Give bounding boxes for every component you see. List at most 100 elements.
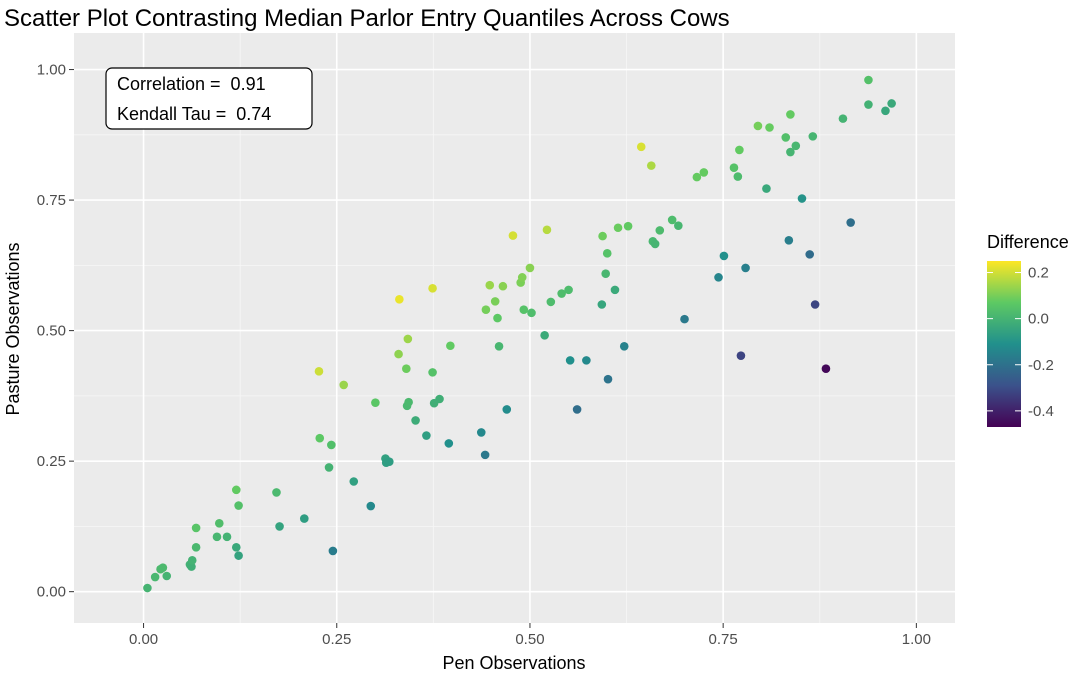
data-point [791, 141, 801, 151]
data-point [565, 356, 575, 365]
stats-annotation: Correlation = 0.91 Kendall Tau = 0.74 [105, 67, 313, 130]
data-point [846, 218, 855, 227]
y-tick-label: 0.75 [37, 192, 66, 209]
y-tick-label: 1.00 [37, 62, 66, 79]
data-point [187, 556, 197, 565]
y-tick-label: 0.25 [37, 453, 66, 470]
data-point [162, 571, 172, 581]
data-point [674, 221, 683, 230]
data-point [403, 334, 413, 344]
legend-tick-label: -0.2 [1028, 357, 1054, 374]
data-point [222, 532, 232, 542]
data-point [498, 281, 508, 291]
data-point [557, 289, 566, 298]
legend-colorbar [987, 261, 1021, 427]
data-point [428, 284, 437, 293]
data-point [784, 235, 794, 245]
data-point [613, 223, 623, 233]
data-point [735, 145, 744, 155]
y-axis-title: Pasture Observations [3, 242, 23, 415]
data-point [502, 405, 512, 414]
data-point [540, 331, 549, 340]
annotation-kendall-tau: Kendall Tau = 0.74 [117, 104, 271, 124]
data-point [422, 431, 431, 440]
data-point [602, 249, 612, 258]
data-point [887, 99, 896, 108]
data-point [234, 551, 243, 560]
data-point [508, 231, 518, 240]
data-point [655, 226, 665, 235]
data-point [808, 132, 818, 141]
data-point [753, 121, 763, 131]
data-point [444, 439, 454, 448]
data-point [214, 518, 224, 528]
legend-tick-label: 0.2 [1028, 265, 1049, 282]
chart-title: Scatter Plot Contrasting Median Parlor E… [4, 5, 730, 32]
data-point [328, 546, 338, 556]
data-point [339, 380, 349, 390]
legend-tick-label: -0.4 [1028, 403, 1054, 420]
data-point [402, 364, 411, 374]
data-point [765, 123, 774, 132]
data-point [680, 314, 689, 324]
data-point [314, 367, 324, 376]
data-point [692, 172, 702, 182]
x-tick-label: 0.75 [709, 631, 738, 648]
data-point [623, 221, 633, 231]
data-point [517, 273, 527, 282]
data-point [597, 300, 607, 309]
annotation-box [105, 67, 313, 130]
data-point [150, 572, 160, 582]
data-point [371, 398, 380, 407]
data-point [729, 163, 739, 173]
data-point [404, 397, 413, 407]
data-point [212, 532, 222, 542]
data-point [572, 405, 582, 414]
data-point [481, 305, 491, 315]
data-point [881, 106, 890, 116]
x-tick-label: 1.00 [902, 631, 931, 648]
data-point [786, 147, 795, 157]
data-point [394, 349, 403, 359]
data-point [191, 523, 201, 533]
data-point [864, 75, 873, 85]
data-point [821, 364, 831, 374]
x-tick-label: 0.00 [129, 631, 158, 648]
axis-ticks [69, 69, 917, 628]
data-point [231, 542, 241, 552]
data-point [490, 297, 500, 306]
data-point [838, 114, 848, 123]
data-point [349, 477, 359, 486]
data-point [797, 194, 807, 203]
data-point [719, 251, 729, 261]
data-point [527, 308, 536, 318]
data-point [667, 215, 677, 225]
data-point [446, 341, 455, 351]
data-point [395, 294, 404, 304]
color-legend: Difference 0.2 0.0 -0.2 -0.4 [987, 232, 1069, 427]
data-point [158, 563, 168, 572]
data-point [191, 542, 201, 552]
data-point [582, 356, 591, 365]
data-point [736, 351, 746, 360]
data-point [324, 463, 334, 472]
data-points [143, 75, 896, 593]
data-point [327, 440, 336, 450]
data-point [411, 416, 420, 425]
data-point [143, 583, 152, 593]
data-point [187, 562, 196, 571]
data-point [805, 250, 815, 259]
data-point [601, 269, 610, 278]
x-axis-title: Pen Observations [442, 653, 585, 673]
data-point [299, 514, 309, 523]
data-point [810, 300, 820, 309]
data-point [610, 285, 620, 295]
x-tick-labels: 0.00 0.25 0.50 0.75 1.00 [129, 631, 931, 648]
annotation-correlation: Correlation = 0.91 [117, 74, 266, 94]
legend-tick-label: 0.0 [1028, 311, 1049, 328]
data-point [494, 341, 504, 351]
y-tick-label: 0.50 [37, 323, 66, 340]
data-point [781, 133, 791, 142]
data-point [598, 231, 607, 241]
